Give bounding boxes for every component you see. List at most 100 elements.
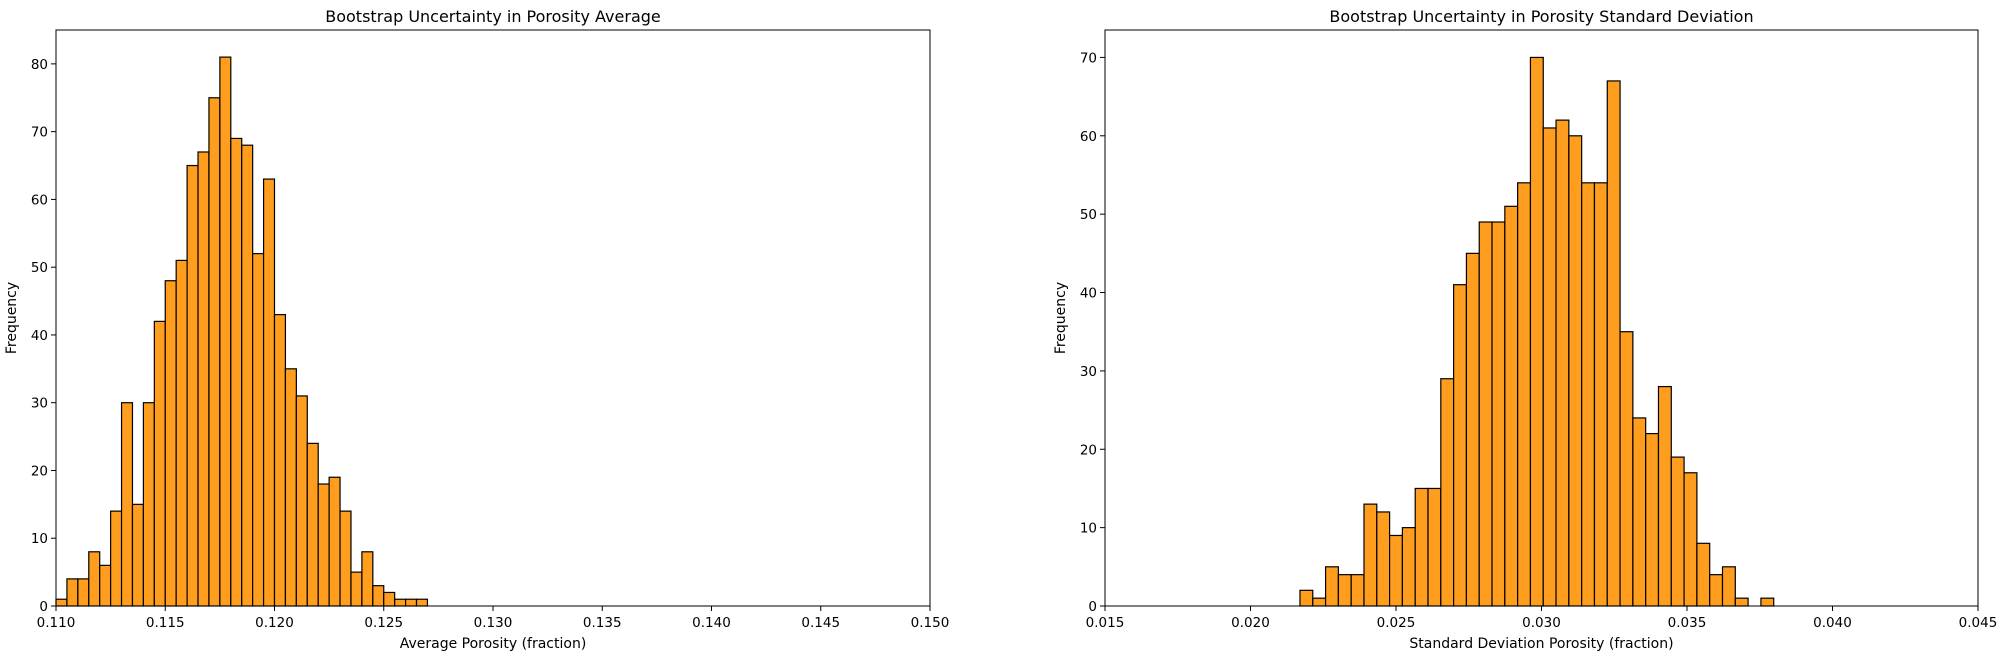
left-histogram-bar: [317, 483, 330, 607]
left-histogram-bar: [295, 395, 308, 607]
right-chart: 0.015 0.020 0.025 0.030 0.035 0.040 0.045 0 10 2…: [1053, 7, 1997, 652]
left-histogram-bar: [110, 510, 123, 607]
left-histogram-bar: [394, 598, 407, 607]
left-histogram-bar: [99, 564, 112, 607]
right-bars: [1299, 56, 1775, 607]
right-x-axis-label: Standard Deviation Porosity (fraction): [1409, 636, 1673, 652]
right-histogram-bar: [1696, 542, 1711, 607]
left-histogram-bar: [164, 280, 177, 607]
right-histogram-bar: [1645, 432, 1660, 607]
left-histogram-bar: [88, 551, 101, 607]
right-histogram-bar: [1581, 182, 1596, 607]
left-histogram-bar: [361, 551, 374, 607]
left-x-ticks: 0.110 0.115 0.120 0.125 0.130 0.135 0.140 0.145…: [37, 606, 950, 631]
right-x-tick-label: 0.020: [1231, 615, 1270, 631]
right-y-axis-label: Frequency: [1053, 282, 1069, 354]
right-histogram-bar: [1350, 574, 1365, 607]
left-y-tick-label: 20: [31, 463, 48, 479]
right-x-tick-label: 0.035: [1668, 615, 1707, 631]
right-histogram-bar: [1670, 456, 1685, 607]
right-x-tick-label: 0.045: [1959, 615, 1998, 631]
left-histogram-bar: [284, 368, 297, 607]
right-histogram-bar: [1504, 205, 1519, 607]
right-x-tick-label: 0.040: [1813, 615, 1852, 631]
left-histogram-bar: [131, 503, 145, 607]
right-histogram-bar: [1388, 534, 1404, 607]
left-histogram-bar: [120, 402, 134, 607]
right-histogram-bar: [1517, 182, 1532, 607]
right-histogram-bar: [1312, 597, 1327, 607]
left-chart: 0.110 0.115 0.120 0.125 0.130 0.135 0.140 0.145…: [4, 7, 949, 652]
right-histogram-bar: [1760, 597, 1775, 607]
left-x-tick-label: 0.120: [255, 615, 294, 631]
right-histogram-bar: [1478, 221, 1493, 607]
left-x-tick-label: 0.125: [364, 615, 403, 631]
left-x-tick-label: 0.110: [37, 615, 76, 631]
left-histogram-bar: [219, 56, 232, 607]
left-histogram-bar: [262, 178, 276, 607]
left-y-tick-label: 80: [31, 57, 48, 73]
left-y-axis-label: Frequency: [4, 282, 20, 354]
right-histogram-bar: [1363, 503, 1378, 607]
left-y-ticks: 0 10 20 30 40 50 60 70 80: [31, 57, 56, 615]
left-histogram-bar: [230, 137, 243, 607]
left-histogram-bar: [372, 585, 385, 607]
right-histogram-bar: [1683, 472, 1698, 607]
left-y-tick-label: 30: [31, 396, 48, 412]
left-bars: [55, 56, 429, 607]
left-histogram-bar: [328, 476, 341, 607]
right-histogram-bar: [1491, 221, 1506, 607]
right-y-tick-label: 20: [1080, 442, 1097, 458]
right-histogram-bar: [1324, 566, 1339, 607]
right-histogram-bar: [1414, 487, 1429, 607]
right-histogram-bar: [1593, 182, 1608, 607]
left-histogram-bar: [415, 598, 429, 607]
left-histogram-bar: [66, 578, 79, 607]
left-histogram-bar: [186, 164, 199, 607]
left-x-axis-label: Average Porosity (fraction): [400, 636, 587, 652]
right-histogram-bar: [1619, 331, 1634, 607]
left-histogram-bar: [405, 598, 418, 607]
right-histogram-bar: [1542, 127, 1557, 607]
left-x-tick-label: 0.145: [801, 615, 840, 631]
left-histogram-bar: [306, 442, 319, 607]
right-histogram-bar: [1376, 511, 1391, 607]
left-histogram-bar: [383, 591, 396, 607]
right-x-ticks: 0.015 0.020 0.025 0.030 0.035 0.040 0.045: [1086, 606, 1998, 631]
left-histogram-bar: [241, 144, 254, 607]
left-histogram-bar: [142, 402, 155, 607]
left-histogram-bar: [350, 571, 363, 607]
left-x-tick-label: 0.140: [692, 615, 731, 631]
right-histogram-bar: [1568, 135, 1583, 607]
right-histogram-bar: [1337, 574, 1352, 607]
left-histogram-bar: [77, 578, 90, 607]
right-y-tick-label: 70: [1080, 50, 1097, 66]
left-y-tick-label: 40: [31, 328, 48, 344]
left-y-tick-label: 10: [31, 531, 48, 547]
left-x-tick-label: 0.150: [911, 615, 950, 631]
right-histogram-bar: [1555, 119, 1570, 607]
left-histogram-bar: [55, 598, 68, 607]
right-histogram-bar: [1529, 56, 1544, 607]
right-x-tick-label: 0.025: [1377, 615, 1416, 631]
right-histogram-bar: [1606, 80, 1621, 607]
right-x-tick-label: 0.030: [1522, 615, 1561, 631]
left-histogram-bar: [252, 253, 265, 607]
left-histogram-bar: [339, 510, 352, 607]
right-histogram-bar: [1401, 527, 1416, 607]
left-histogram-bar: [208, 97, 221, 607]
right-histogram-bar: [1440, 378, 1455, 607]
right-histogram-bar: [1453, 284, 1468, 607]
right-histogram-bar: [1657, 385, 1672, 607]
left-histogram-bar: [197, 151, 210, 607]
right-y-tick-label: 30: [1080, 364, 1097, 380]
right-histogram-bar: [1427, 487, 1442, 607]
right-histogram-bar: [1721, 566, 1736, 607]
right-histogram-bar: [1465, 252, 1480, 607]
left-histogram-bar: [153, 320, 166, 607]
left-x-tick-label: 0.115: [146, 615, 185, 631]
left-x-tick-label: 0.135: [583, 615, 622, 631]
right-y-tick-label: 0: [1088, 599, 1097, 615]
left-y-tick-label: 60: [31, 192, 48, 208]
